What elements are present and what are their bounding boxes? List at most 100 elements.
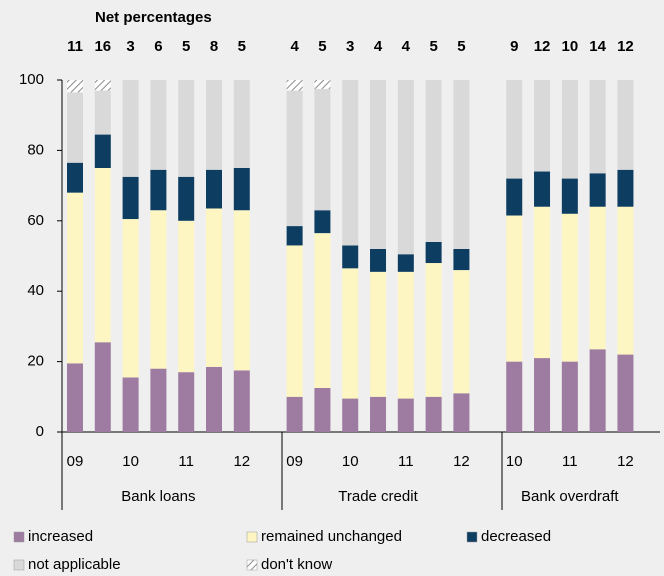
bar-segment xyxy=(425,396,442,432)
bar-segment xyxy=(67,192,83,364)
bar-segment xyxy=(178,176,195,221)
net-percentage: 16 xyxy=(94,38,111,55)
bar-segment xyxy=(425,241,442,264)
net-title: Net percentages xyxy=(95,9,212,26)
x-tick-label: 12 xyxy=(617,453,634,470)
bar-segment xyxy=(314,210,331,234)
bar-segment xyxy=(206,366,222,432)
net-percentage: 12 xyxy=(617,38,634,55)
legend-label: increased xyxy=(28,528,93,545)
bar-segment xyxy=(206,80,222,170)
bar-segment xyxy=(561,213,578,362)
bar-segment xyxy=(370,271,387,397)
bar-segment xyxy=(206,169,222,209)
x-tick-label: 10 xyxy=(122,453,139,470)
legend-label: decreased xyxy=(481,528,551,545)
group-label: Bank overdraft xyxy=(521,488,619,505)
bar-segment xyxy=(534,171,551,207)
x-tick-label: 09 xyxy=(286,453,303,470)
bar-segment xyxy=(534,358,551,432)
bar-segment xyxy=(233,168,250,211)
bar-segment xyxy=(617,169,634,207)
net-percentage: 10 xyxy=(561,38,578,55)
bar-segment xyxy=(342,398,359,432)
bar-segment xyxy=(67,363,83,432)
bar-segment xyxy=(286,396,303,432)
legend-swatch xyxy=(13,531,25,543)
bar-segment xyxy=(314,80,331,89)
net-percentage: 4 xyxy=(290,38,299,55)
bar-segment xyxy=(286,90,303,227)
bar-segment xyxy=(425,263,442,397)
bar-segment xyxy=(178,372,195,432)
x-tick-label: 12 xyxy=(453,453,470,470)
y-tick-label: 80 xyxy=(27,141,44,158)
net-percentage: 4 xyxy=(402,38,411,55)
bar-segment xyxy=(370,396,387,432)
bar-segment xyxy=(314,88,331,211)
bar-segment xyxy=(286,226,303,246)
net-percentage: 5 xyxy=(318,38,326,55)
bar-segment xyxy=(206,208,222,367)
bar-segment xyxy=(506,361,523,432)
bar-segment xyxy=(67,162,83,193)
bar-segment xyxy=(122,80,139,177)
bar-segment xyxy=(286,245,303,397)
bar-segment xyxy=(94,168,111,343)
bar-segment xyxy=(561,80,578,179)
bar-segment xyxy=(397,80,414,255)
bar-segment xyxy=(233,80,250,168)
bar-segment xyxy=(286,80,303,91)
x-tick-label: 11 xyxy=(178,453,194,470)
bar-segment xyxy=(617,80,634,170)
net-percentage: 14 xyxy=(589,38,606,55)
bar-segment xyxy=(561,361,578,432)
bar-segment xyxy=(561,178,578,214)
bar-segment xyxy=(122,176,139,220)
bar-segment xyxy=(67,80,83,93)
bar-segment xyxy=(397,398,414,432)
bar-segment xyxy=(94,134,111,168)
bar-segment xyxy=(534,80,551,172)
net-percentage: 8 xyxy=(210,38,218,55)
net-percentage: 5 xyxy=(457,38,465,55)
bar-segment xyxy=(425,80,442,242)
bar-segment xyxy=(589,173,606,207)
bar-segment xyxy=(94,90,111,135)
bar-segment xyxy=(617,354,634,432)
net-percentage: 3 xyxy=(126,38,134,55)
legend-label: don't know xyxy=(261,556,332,573)
bar-segment xyxy=(589,206,606,350)
net-percentage: 5 xyxy=(182,38,190,55)
group-label: Bank loans xyxy=(121,488,195,505)
bar-segment xyxy=(94,342,111,432)
y-tick-label: 0 xyxy=(36,423,44,440)
x-tick-label: 10 xyxy=(342,453,359,470)
bar-segment xyxy=(453,270,470,394)
bar-segment xyxy=(534,206,551,359)
bar-segment xyxy=(506,178,523,216)
bar-segment xyxy=(453,80,470,249)
bar-segment xyxy=(314,388,331,432)
legend-label: not applicable xyxy=(28,556,121,573)
x-tick-label: 10 xyxy=(506,453,523,470)
x-tick-label: 11 xyxy=(398,453,414,470)
bar-segment xyxy=(506,215,523,362)
legend-swatch xyxy=(466,531,478,543)
y-tick-label: 20 xyxy=(27,353,44,370)
bar-segment xyxy=(178,220,195,373)
net-percentage: 5 xyxy=(238,38,246,55)
bar-segment xyxy=(178,80,195,177)
y-tick-label: 100 xyxy=(19,71,44,88)
x-tick-label: 12 xyxy=(233,453,250,470)
bar-segment xyxy=(342,80,359,246)
net-percentage: 3 xyxy=(346,38,354,55)
y-tick-label: 40 xyxy=(27,282,44,299)
bar-segment xyxy=(150,80,167,170)
bar-segment xyxy=(67,92,83,163)
x-tick-label: 11 xyxy=(562,453,578,470)
bar-segment xyxy=(122,377,139,432)
net-percentage: 4 xyxy=(374,38,383,55)
bar-segment xyxy=(589,349,606,432)
